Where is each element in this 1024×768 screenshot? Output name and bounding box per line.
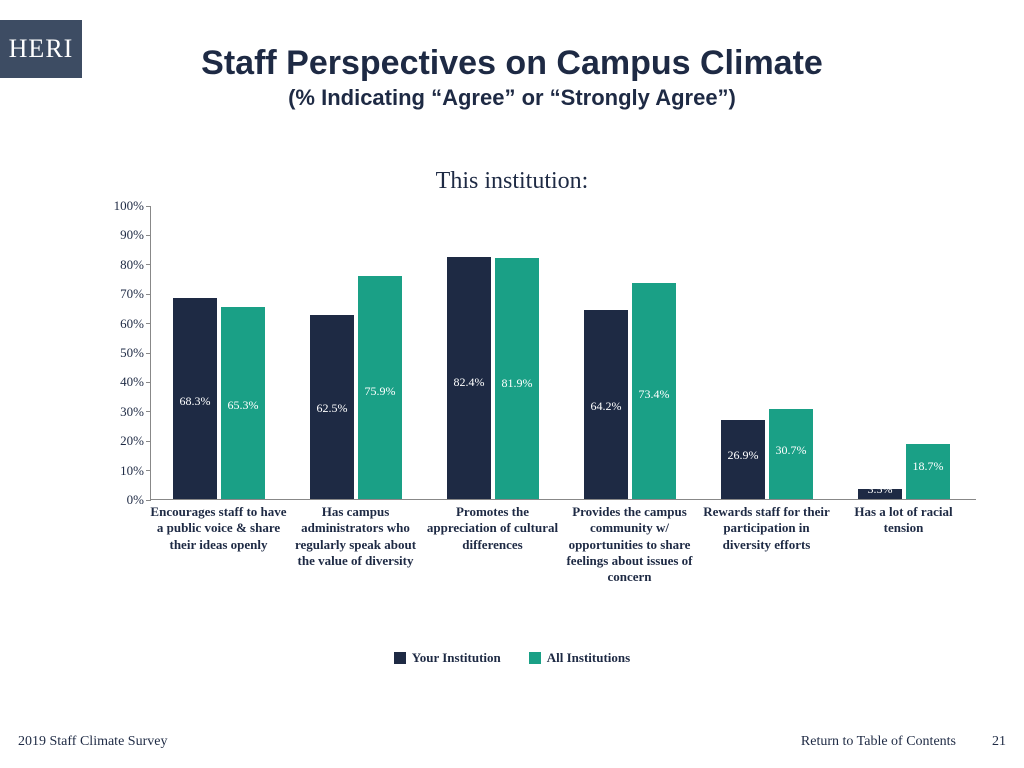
category-label: Has campus administrators who regularly … (287, 504, 424, 569)
y-tick (146, 470, 151, 471)
slide: HERI Staff Perspectives on Campus Climat… (0, 0, 1024, 768)
footer-survey-name: 2019 Staff Climate Survey (18, 734, 167, 750)
y-tick (146, 264, 151, 265)
bar-value-label: 65.3% (221, 398, 265, 413)
bar-chart: 68.3% 65.3% 62.5% 75.9% 82.4% 81.9% 64.2% 73.4%… (94, 206, 976, 500)
category-label: Has a lot of racial tension (835, 504, 972, 537)
y-tick (146, 500, 151, 501)
y-axis-label: 10% (120, 463, 144, 479)
y-axis-label: 50% (120, 345, 144, 361)
category-label: Rewards staff for their participation in… (698, 504, 835, 553)
legend-swatch (394, 652, 406, 664)
plot-area: 68.3% 65.3% 62.5% 75.9% 82.4% 81.9% 64.2% 73.4%… (150, 206, 976, 500)
return-to-toc-link[interactable]: Return to Table of Contents (801, 734, 956, 750)
bar-value-label: 18.7% (906, 459, 950, 474)
bar-value-label: 3.5% (858, 482, 902, 497)
y-tick (146, 294, 151, 295)
y-tick (146, 235, 151, 236)
y-axis-label: 100% (114, 198, 144, 214)
category-label: Promotes the appreciation of cultural di… (424, 504, 561, 553)
y-tick (146, 441, 151, 442)
legend-swatch (529, 652, 541, 664)
y-axis-label: 40% (120, 374, 144, 390)
chart-title: This institution: (0, 168, 1024, 195)
page-title: Staff Perspectives on Campus Climate (0, 44, 1024, 83)
legend-label: Your Institution (412, 650, 501, 666)
legend-label: All Institutions (547, 650, 630, 666)
legend: Your Institution All Institutions (0, 650, 1024, 668)
y-axis-label: 80% (120, 257, 144, 273)
title-block: Staff Perspectives on Campus Climate (% … (0, 44, 1024, 111)
category-label: Provides the campus community w/ opportu… (561, 504, 698, 585)
page-number: 21 (992, 734, 1006, 750)
y-tick (146, 411, 151, 412)
y-tick (146, 206, 151, 207)
y-axis-label: 0% (127, 492, 144, 508)
y-tick (146, 353, 151, 354)
legend-item: Your Institution (394, 650, 501, 666)
bar-value-label: 26.9% (721, 448, 765, 463)
bar-value-label: 81.9% (495, 376, 539, 391)
y-tick (146, 323, 151, 324)
y-axis-label: 20% (120, 433, 144, 449)
bar-value-label: 75.9% (358, 384, 402, 399)
y-axis-label: 30% (120, 404, 144, 420)
page-subtitle: (% Indicating “Agree” or “Strongly Agree… (0, 85, 1024, 111)
legend-item: All Institutions (529, 650, 630, 666)
bar-value-label: 68.3% (173, 394, 217, 409)
bar-value-label: 82.4% (447, 375, 491, 390)
bar-value-label: 73.4% (632, 387, 676, 402)
bar-value-label: 30.7% (769, 443, 813, 458)
y-tick (146, 382, 151, 383)
bar-value-label: 62.5% (310, 401, 354, 416)
y-axis-label: 90% (120, 227, 144, 243)
bar-value-label: 64.2% (584, 399, 628, 414)
y-axis-label: 60% (120, 316, 144, 332)
y-axis-label: 70% (120, 286, 144, 302)
category-label: Encourages staff to have a public voice … (150, 504, 287, 553)
